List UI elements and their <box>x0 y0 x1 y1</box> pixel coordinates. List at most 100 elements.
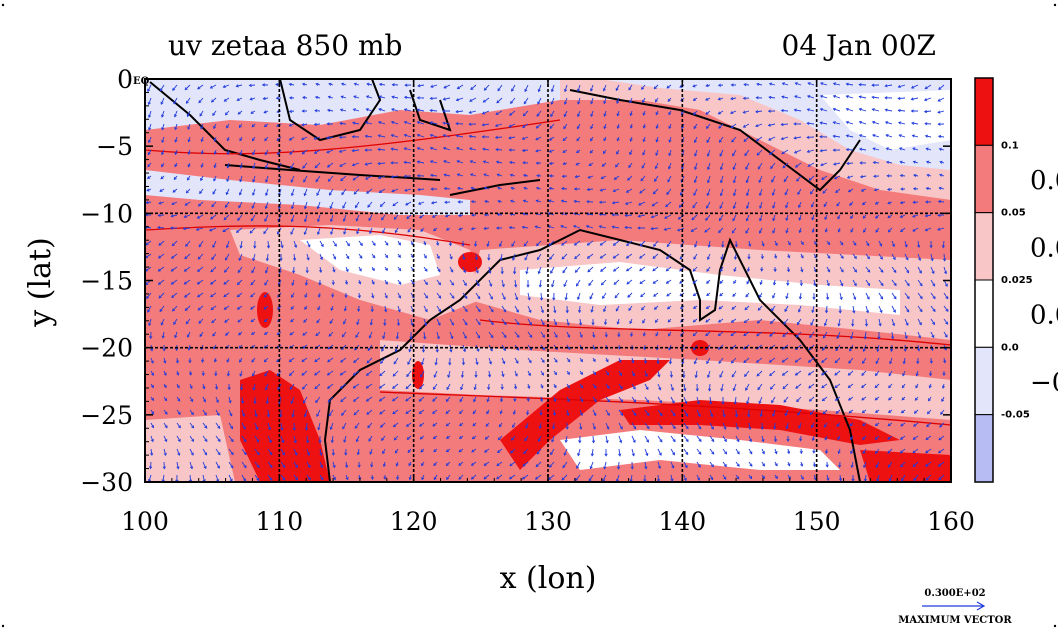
wind-vector <box>600 253 607 259</box>
wind-vector-head <box>508 124 512 128</box>
wind-vector <box>475 266 479 274</box>
wind-vector <box>785 201 789 208</box>
wind-vector-head <box>541 322 545 326</box>
wind-vector-head <box>576 138 580 142</box>
wind-vector-head <box>564 439 568 444</box>
wind-vector-head <box>239 359 242 363</box>
wind-vector <box>562 461 568 468</box>
wind-vector-head <box>209 228 213 232</box>
wind-vector <box>171 266 178 272</box>
wind-vector <box>707 253 711 260</box>
wind-vector-head <box>523 186 527 190</box>
wind-vector-head <box>666 293 670 297</box>
wind-vector-head <box>226 151 230 156</box>
wind-vector-head <box>435 349 439 353</box>
wind-vector-head <box>772 295 776 299</box>
wind-vector-head <box>924 86 928 90</box>
wind-vector-head <box>256 477 260 482</box>
wind-vector-head <box>339 108 344 112</box>
wind-vector <box>900 214 906 218</box>
wind-vector-head <box>436 242 440 246</box>
wind-vector <box>878 253 883 260</box>
wind-vector-head <box>163 360 167 364</box>
wind-vector-head <box>537 270 541 275</box>
wind-vector-head <box>685 426 689 430</box>
wind-vector-head <box>216 412 220 417</box>
wind-vector-head <box>910 109 914 113</box>
wind-vector-head <box>832 148 836 152</box>
wind-vector-head <box>250 282 254 286</box>
wind-vector <box>588 474 594 482</box>
wind-vector-head <box>837 436 841 441</box>
wind-vector <box>924 110 932 113</box>
wind-vector-head <box>381 437 385 442</box>
wind-vector <box>353 370 360 376</box>
wind-vector-head <box>341 334 345 338</box>
wind-vector-head <box>237 269 241 274</box>
wind-vector-head <box>833 162 837 166</box>
wind-vector <box>938 474 945 481</box>
x-tick-label: 110 <box>255 507 303 536</box>
wind-vector-head <box>552 426 556 430</box>
wind-vector-head <box>668 125 672 130</box>
wind-vector-head <box>448 362 452 366</box>
wind-vector-head <box>214 373 218 377</box>
wind-vector <box>327 396 334 403</box>
wind-vector <box>327 383 334 389</box>
wind-vector <box>449 331 453 339</box>
wind-vector-head <box>366 411 370 415</box>
wind-vector <box>566 318 570 326</box>
wind-vector-head <box>458 213 462 218</box>
wind-vector-head <box>314 95 319 100</box>
wind-vector <box>540 331 545 338</box>
wind-vector <box>539 279 542 287</box>
wind-vector-head <box>929 245 933 249</box>
wind-vector-head <box>926 411 931 415</box>
wind-vector-head <box>603 101 607 105</box>
wind-vector <box>937 97 945 102</box>
wind-vector-head <box>914 397 918 401</box>
wind-vector <box>522 136 529 140</box>
wind-vector-head <box>824 310 829 314</box>
wind-vector <box>917 253 921 261</box>
wind-vector <box>417 188 425 191</box>
wind-vector <box>293 448 298 456</box>
wind-vector-head <box>709 401 713 405</box>
wind-vector <box>826 292 829 300</box>
wind-vector <box>379 95 386 99</box>
wind-vector-head <box>666 191 670 196</box>
wind-vector <box>885 134 893 138</box>
wind-vector <box>640 292 646 298</box>
wind-vector-head <box>157 268 161 272</box>
wind-vector <box>290 175 295 183</box>
wind-vector-head <box>861 397 865 401</box>
wind-vector-head <box>938 437 942 441</box>
wind-vector <box>241 474 246 482</box>
wind-vector-head <box>327 359 331 363</box>
wind-vector-head <box>904 335 908 340</box>
wind-vector-head <box>652 268 656 272</box>
wind-vector-head <box>379 203 383 207</box>
wind-vector-head <box>698 451 702 455</box>
wind-vector <box>433 461 438 466</box>
wind-vector-head <box>442 109 446 113</box>
wind-vector-head <box>446 435 450 439</box>
wind-vector-head <box>256 452 260 456</box>
wind-vector-head <box>301 123 305 127</box>
wind-vector-head <box>762 463 765 467</box>
wind-vector <box>563 110 568 117</box>
wind-vector-head <box>313 150 318 154</box>
coastline-borneo <box>279 79 382 142</box>
wind-vector-head <box>432 436 436 440</box>
wind-vector <box>835 188 841 193</box>
strong-core-blob-1 <box>458 252 482 272</box>
wind-vector-head <box>760 268 764 272</box>
wind-vector-head <box>522 199 527 203</box>
wind-vector-head <box>573 199 577 203</box>
wind-vector <box>293 461 298 468</box>
neutral-central <box>300 235 440 285</box>
wind-vector-head <box>391 108 395 112</box>
wind-vector <box>774 240 778 246</box>
wind-vector <box>224 318 230 323</box>
wind-vector-head <box>745 230 749 234</box>
